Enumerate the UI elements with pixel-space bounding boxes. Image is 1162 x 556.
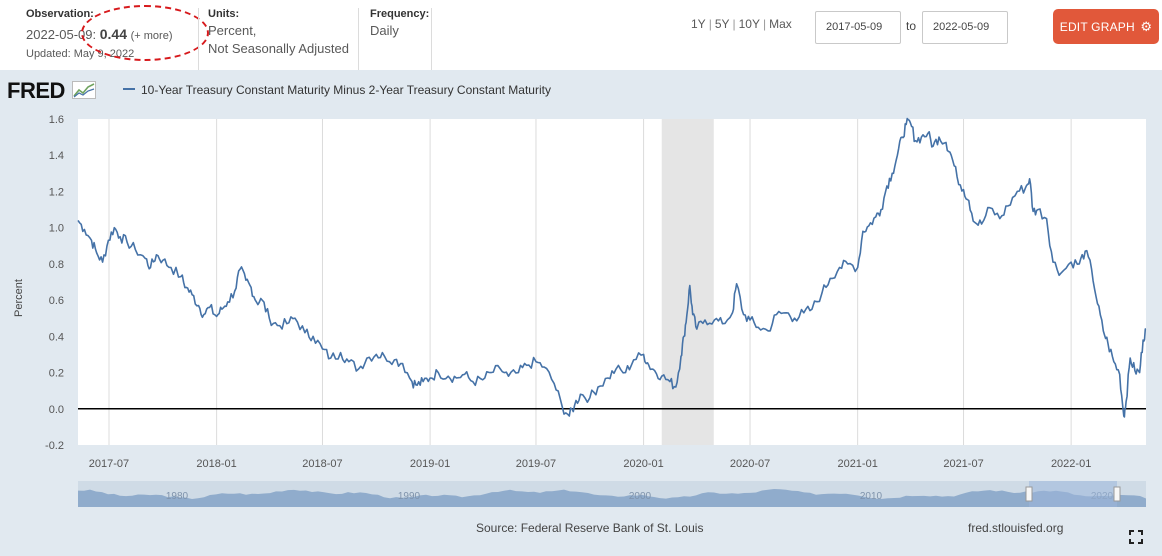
legend-label: 10-Year Treasury Constant Maturity Minus… xyxy=(141,83,551,97)
x-tick-label: 2018-07 xyxy=(302,458,342,470)
updated-date: Updated: May 9, 2022 xyxy=(26,47,135,60)
navigator-label: 2010 xyxy=(860,491,883,502)
y-tick-label: 0.2 xyxy=(49,368,64,380)
navigator-right-handle[interactable] xyxy=(1113,486,1121,502)
chart-panel: FRED 10-Year Treasury Constant Maturity … xyxy=(0,70,1162,556)
frequency-block: Frequency: Daily xyxy=(358,8,432,70)
navigator-selection[interactable] xyxy=(1029,481,1117,507)
range-separator: | xyxy=(762,17,767,31)
observation-separator: : xyxy=(92,26,97,42)
range-navigator[interactable]: 19801990200020102020 xyxy=(0,476,1162,510)
legend-swatch xyxy=(123,87,135,90)
x-tick-label: 2019-07 xyxy=(516,458,556,470)
y-tick-label: 0.0 xyxy=(49,404,64,416)
y-tick-label: 0.4 xyxy=(49,331,64,343)
source-url[interactable]: fred.stlouisfed.org xyxy=(968,521,1064,535)
start-date-input[interactable]: 2017-05-09 xyxy=(815,11,901,44)
to-label: to xyxy=(906,19,917,33)
observation-label: Observation: xyxy=(26,8,94,20)
x-axis-tick-labels: 2017-07 2018-01 2018-07 2019-01 2019-07 2020-… xyxy=(89,458,1092,470)
navigator-label: 1990 xyxy=(398,491,421,502)
navigator-label: 1980 xyxy=(166,491,189,502)
fred-logo[interactable]: FRED xyxy=(7,78,96,104)
observation-more-link[interactable]: (+ more) xyxy=(130,29,173,42)
y-tick-label: 1.6 xyxy=(49,114,64,126)
y-tick-label: 0.8 xyxy=(49,259,64,271)
x-tick-label: 2020-01 xyxy=(623,458,663,470)
x-tick-label: 2021-07 xyxy=(943,458,983,470)
series-group xyxy=(77,117,1147,418)
source-note: Source: Federal Reserve Bank of St. Loui… xyxy=(476,521,704,535)
fred-logo-chart-icon xyxy=(71,81,96,99)
range-selector: 1Y | 5Y | 10Y | Max xyxy=(691,17,792,31)
x-tick-label: 2020-07 xyxy=(730,458,770,470)
end-date-input[interactable]: 2022-05-09 xyxy=(922,11,1008,44)
range-10y[interactable]: 10Y xyxy=(738,17,760,31)
units-block: Units: Percent, Not Seasonally Adjusted xyxy=(198,8,358,70)
range-5y[interactable]: 5Y xyxy=(714,17,730,31)
observation-line: 2022-05-09: 0.44 (+ more) xyxy=(26,26,198,44)
range-separator: | xyxy=(732,17,736,31)
x-tick-label: 2021-01 xyxy=(837,458,877,470)
y-tick-label: 1.0 xyxy=(49,223,64,235)
observation-date: 2022-05-09 xyxy=(26,26,93,42)
fullscreen-icon[interactable] xyxy=(1129,530,1143,544)
x-tick-label: 2022-01 xyxy=(1051,458,1091,470)
y-tick-label: 1.4 xyxy=(49,150,64,162)
y-axis-tick-labels: 1.6 1.4 1.2 1.0 0.8 0.6 0.4 0.2 0.0 -0.2 xyxy=(45,114,64,452)
x-tick-label: 2018-01 xyxy=(196,458,236,470)
gear-icon: ⚙ xyxy=(1140,19,1153,34)
units-line-1: Percent, xyxy=(208,22,257,38)
recession-band xyxy=(661,119,714,445)
fred-logo-text: FRED xyxy=(7,78,65,103)
x-tick-label: 2019-01 xyxy=(410,458,450,470)
line-chart: 1.61.41.21.00.80.60.40.20.0-0.2 2017-07 2… xyxy=(13,114,1147,470)
navigator-area xyxy=(78,489,1146,507)
units-label: Units: xyxy=(208,8,240,20)
x-tick-label: 2017-07 xyxy=(89,458,129,470)
edit-graph-label: EDIT GRAPH xyxy=(1059,20,1135,34)
units-line-2: Not Seasonally Adjusted xyxy=(208,40,349,56)
observation-block: Observation: 2022-05-09: 0.44 (+ more) U… xyxy=(26,8,198,61)
y-tick-label: 1.2 xyxy=(49,186,64,198)
legend-item[interactable]: 10-Year Treasury Constant Maturity Minus… xyxy=(123,83,551,97)
range-1y[interactable]: 1Y xyxy=(691,17,706,31)
plot-area xyxy=(78,119,1146,445)
series-line[interactable] xyxy=(77,117,1147,418)
navigator-left-handle[interactable] xyxy=(1025,486,1033,502)
frequency-label: Frequency: xyxy=(370,8,430,20)
recession-shading-group xyxy=(661,119,714,445)
range-max[interactable]: Max xyxy=(769,17,792,31)
range-separator: | xyxy=(708,17,712,31)
navigator-label: 2000 xyxy=(629,491,652,502)
y-tick-label: -0.2 xyxy=(45,440,64,452)
observation-value: 0.44 xyxy=(99,25,127,42)
frequency-value: Daily xyxy=(370,22,399,38)
y-tick-label: 0.6 xyxy=(49,295,64,307)
summary-bar: Observation: 2022-05-09: 0.44 (+ more) U… xyxy=(0,0,1162,70)
y-axis-label: Percent xyxy=(13,279,25,317)
vertical-gridlines xyxy=(108,119,1072,445)
edit-graph-button[interactable]: EDIT GRAPH ⚙ xyxy=(1053,9,1159,44)
